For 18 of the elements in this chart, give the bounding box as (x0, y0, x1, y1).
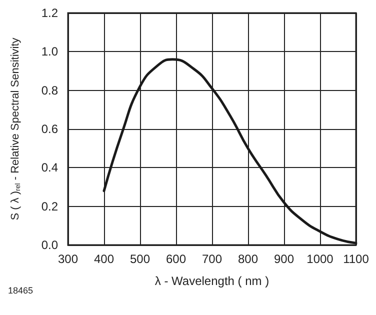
y-tick-label: 1.0 (41, 44, 58, 59)
x-tick-label: 300 (58, 252, 78, 266)
y-tick-label: 1.2 (41, 6, 58, 20)
y-tick-label: 0.0 (41, 238, 58, 252)
x-tick-label: 1100 (343, 252, 370, 266)
x-tick-label: 700 (202, 252, 222, 266)
x-tick-label: 500 (130, 252, 150, 266)
x-tick-label: 900 (274, 252, 294, 266)
y-tick-label: 0.4 (41, 160, 58, 175)
x-axis-title: λ - Wavelength ( nm ) (154, 274, 270, 288)
x-tick-label: 400 (94, 252, 114, 266)
y-tick-label: 0.8 (41, 83, 58, 98)
x-tick-label: 600 (166, 252, 186, 266)
x-tick-label: 1000 (306, 252, 334, 266)
y-tick-label: 0.2 (41, 199, 58, 214)
text: 18465 (8, 286, 34, 296)
x-tick-label: 800 (238, 252, 258, 266)
y-tick-label: 0.6 (41, 122, 58, 136)
